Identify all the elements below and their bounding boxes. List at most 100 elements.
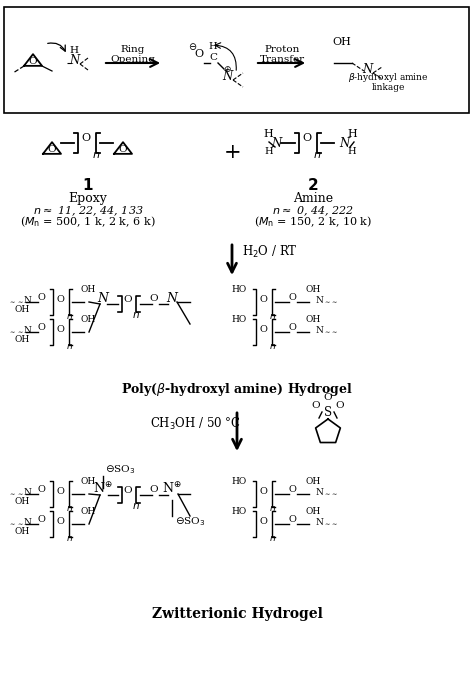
Text: $n$: $n$ <box>66 504 73 513</box>
Text: O: O <box>312 401 320 410</box>
Text: ($M_\mathrm{n}$ = 500, 1 k, 2 k, 6 k): ($M_\mathrm{n}$ = 500, 1 k, 2 k, 6 k) <box>20 214 156 228</box>
Text: O: O <box>56 325 64 334</box>
Text: ($M_\mathrm{n}$ = 150, 2 k, 10 k): ($M_\mathrm{n}$ = 150, 2 k, 10 k) <box>254 214 372 228</box>
Text: OH: OH <box>14 497 29 506</box>
FancyBboxPatch shape <box>4 7 469 113</box>
Text: HO: HO <box>231 507 246 516</box>
Text: O: O <box>324 393 332 402</box>
Text: CH$_3$OH / 50 °C: CH$_3$OH / 50 °C <box>150 416 241 432</box>
Text: N$_{\sim\sim}$: N$_{\sim\sim}$ <box>315 324 339 334</box>
Text: $\ominus$: $\ominus$ <box>188 41 198 52</box>
Text: $n$: $n$ <box>269 504 276 513</box>
Text: $_{\sim\sim}$N: $_{\sim\sim}$N <box>8 516 33 526</box>
Text: H: H <box>263 129 273 139</box>
Text: $n$: $n$ <box>313 150 321 160</box>
Text: Proton: Proton <box>264 45 300 54</box>
Text: N: N <box>339 137 349 150</box>
Text: linkage: linkage <box>371 83 405 92</box>
Text: N: N <box>271 137 281 150</box>
Text: O: O <box>37 485 45 494</box>
Text: O: O <box>82 133 91 143</box>
Text: $_{\sim\sim}$N: $_{\sim\sim}$N <box>8 294 33 304</box>
Text: N$^{\oplus}$: N$^{\oplus}$ <box>162 481 182 496</box>
Text: OH: OH <box>81 477 96 486</box>
Text: O: O <box>194 49 203 59</box>
Text: O: O <box>259 517 267 526</box>
Text: $\ominus$SO$_3$: $\ominus$SO$_3$ <box>105 463 135 476</box>
Text: OH: OH <box>14 305 29 314</box>
Text: $\mathbf{2}$: $\mathbf{2}$ <box>307 177 319 193</box>
Text: O: O <box>150 294 158 303</box>
Text: O: O <box>259 295 267 304</box>
Text: +: + <box>224 143 242 162</box>
Text: $n$: $n$ <box>269 342 276 351</box>
Text: H: H <box>347 129 357 139</box>
Text: OH: OH <box>305 477 320 486</box>
Text: H: H <box>348 147 356 156</box>
Text: H$_2$O / RT: H$_2$O / RT <box>242 244 298 260</box>
Text: O: O <box>288 323 296 332</box>
Text: O: O <box>56 295 64 304</box>
Text: OH: OH <box>305 507 320 516</box>
Text: $_{\sim\sim}$N: $_{\sim\sim}$N <box>8 324 33 334</box>
Text: $n$: $n$ <box>132 310 140 320</box>
Text: O: O <box>150 485 158 494</box>
Text: O: O <box>288 293 296 302</box>
Text: S: S <box>324 406 332 419</box>
Text: N: N <box>69 54 79 67</box>
Text: N: N <box>98 292 109 305</box>
Text: O: O <box>288 515 296 524</box>
Text: $\oplus$: $\oplus$ <box>223 64 231 74</box>
Text: N: N <box>166 292 177 305</box>
Text: Opening: Opening <box>110 55 155 64</box>
Text: OH: OH <box>81 285 96 294</box>
Text: OH: OH <box>81 315 96 324</box>
Text: OH: OH <box>305 285 320 294</box>
Text: N$_{\sim\sim}$: N$_{\sim\sim}$ <box>315 294 339 304</box>
Text: HO: HO <box>231 477 246 486</box>
Text: $n$: $n$ <box>269 312 276 321</box>
Text: O: O <box>124 295 132 304</box>
Text: OH: OH <box>333 37 351 47</box>
Text: $n$: $n$ <box>132 501 140 511</box>
Text: O: O <box>118 145 128 153</box>
Text: $\ominus$SO$_3$: $\ominus$SO$_3$ <box>175 515 205 528</box>
Text: OH: OH <box>81 507 96 516</box>
Text: N$^{\oplus}$: N$^{\oplus}$ <box>93 481 113 496</box>
Text: C: C <box>209 53 217 62</box>
Text: O: O <box>56 517 64 526</box>
Text: OH: OH <box>14 527 29 536</box>
Text: Poly($\beta$-hydroxyl amine) Hydrogel: Poly($\beta$-hydroxyl amine) Hydrogel <box>121 381 353 398</box>
Text: OH: OH <box>305 315 320 324</box>
Text: O: O <box>29 57 37 66</box>
Text: $\beta$-hydroxyl amine: $\beta$-hydroxyl amine <box>348 71 428 84</box>
Text: HO: HO <box>231 315 246 324</box>
Text: $n$: $n$ <box>92 150 100 160</box>
Text: $n$: $n$ <box>269 534 276 543</box>
Text: N: N <box>222 70 232 83</box>
Text: H: H <box>264 147 273 156</box>
Text: OH: OH <box>14 335 29 344</box>
Text: O: O <box>336 401 344 410</box>
Text: O: O <box>259 325 267 334</box>
Text: N$_{\sim\sim}$: N$_{\sim\sim}$ <box>315 516 339 526</box>
Text: O: O <box>302 133 311 143</box>
Text: O: O <box>259 487 267 496</box>
Text: Ring: Ring <box>121 45 145 54</box>
Text: O: O <box>56 487 64 496</box>
Text: N: N <box>362 63 372 76</box>
Text: $n\approx$ 11, 22, 44, 133: $n\approx$ 11, 22, 44, 133 <box>33 204 143 218</box>
Text: Zwitterionic Hydrogel: Zwitterionic Hydrogel <box>152 607 322 621</box>
Text: O: O <box>37 515 45 524</box>
Text: H: H <box>70 46 79 55</box>
Text: Transfer: Transfer <box>259 55 305 64</box>
Text: $n$: $n$ <box>66 312 73 321</box>
Text: O: O <box>37 323 45 332</box>
Text: $n$: $n$ <box>66 534 73 543</box>
Text: O: O <box>37 293 45 302</box>
Text: $n$: $n$ <box>66 342 73 351</box>
Text: H: H <box>209 42 217 51</box>
Text: HO: HO <box>231 285 246 294</box>
Text: O: O <box>124 486 132 495</box>
Text: N$_{\sim\sim}$: N$_{\sim\sim}$ <box>315 486 339 496</box>
